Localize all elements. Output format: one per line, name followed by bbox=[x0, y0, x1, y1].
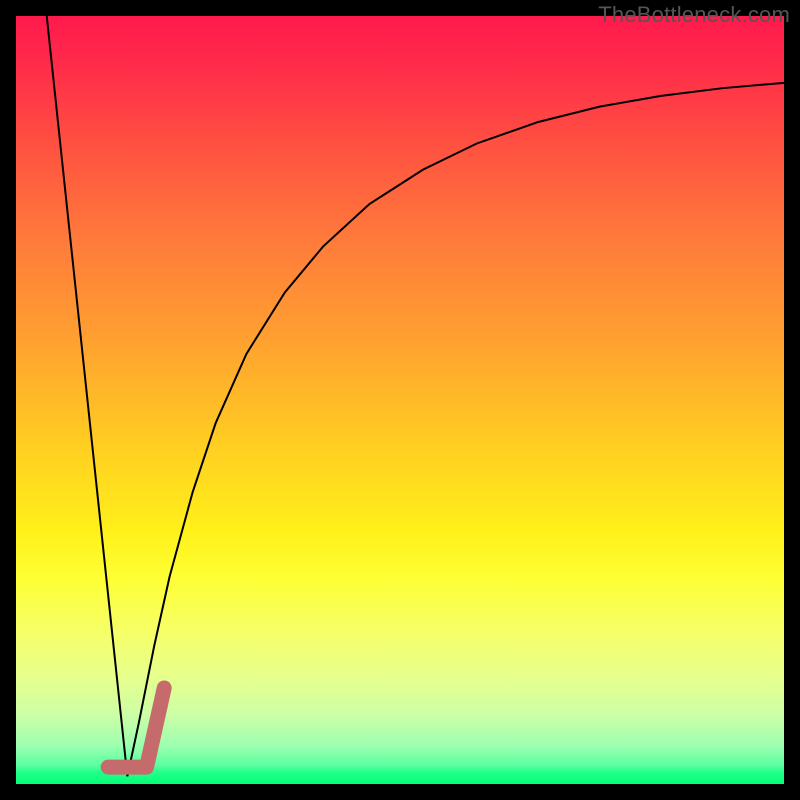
watermark-text: TheBottleneck.com bbox=[598, 2, 790, 28]
chart-svg bbox=[0, 0, 800, 800]
bottleneck-chart: TheBottleneck.com bbox=[0, 0, 800, 800]
gradient-background bbox=[16, 16, 784, 784]
